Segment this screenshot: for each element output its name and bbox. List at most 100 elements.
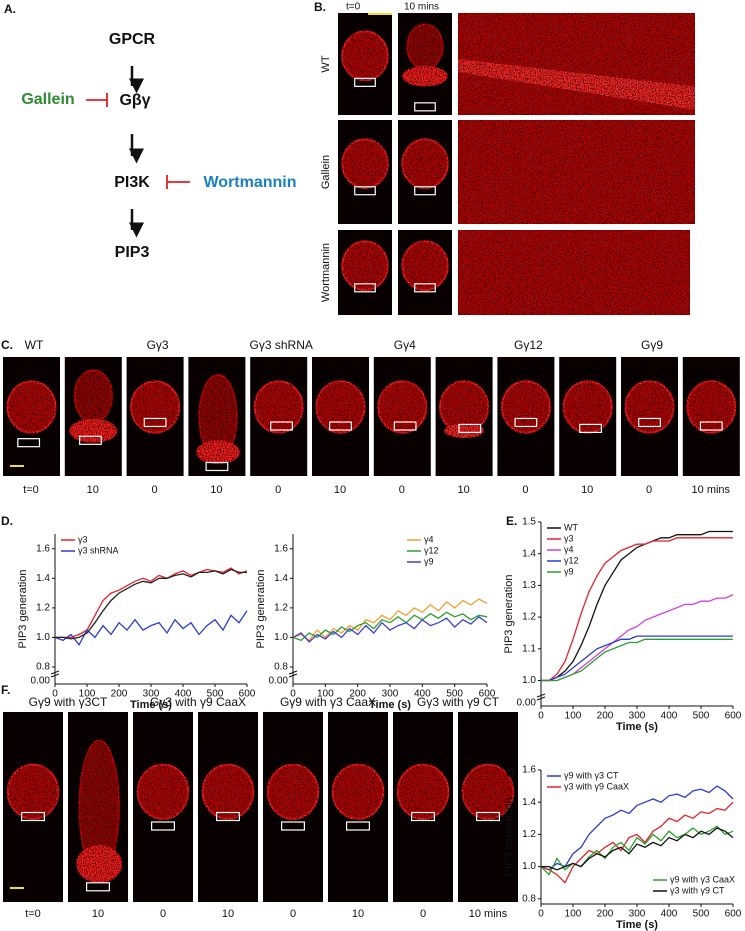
legend-label: γ4 xyxy=(424,534,434,544)
x-tick-label: 500 xyxy=(693,711,710,722)
axis-break xyxy=(536,693,546,701)
cell xyxy=(253,380,304,434)
legend-label: γ3 shRNA xyxy=(78,545,119,555)
row-label: Gallein xyxy=(320,155,332,189)
time-label: 10 xyxy=(334,484,346,496)
x-tick-label: 100 xyxy=(79,689,96,700)
y-tick-label: 1.4 xyxy=(36,573,50,584)
inhibitor: Wortmannin xyxy=(203,174,296,191)
cell xyxy=(331,763,385,820)
series-line xyxy=(292,615,488,643)
cell-body xyxy=(406,23,444,70)
roi-box xyxy=(21,811,45,822)
x-tick-label: 500 xyxy=(446,689,463,700)
cell xyxy=(396,763,450,820)
time-label: t=0 xyxy=(25,908,41,920)
row-label: Wortmannin xyxy=(320,243,332,302)
time-label: 10 xyxy=(210,484,222,496)
legend-label: γ3 with γ9 CT xyxy=(670,885,725,895)
roi-box xyxy=(699,421,723,431)
legend-label: γ9 with γ3 CT xyxy=(564,770,619,780)
y-tick-label: 1.2 xyxy=(522,612,536,623)
x-tick-label: 0 xyxy=(538,909,544,920)
kymograph xyxy=(458,120,695,224)
x-tick-label: 300 xyxy=(143,689,160,700)
y-axis-label: PIP3 generation xyxy=(17,570,29,649)
y-break-label: 0.00 xyxy=(31,676,51,687)
cell-body xyxy=(401,138,449,189)
roi-box xyxy=(414,186,436,196)
y-tick-label: 1.1 xyxy=(522,643,536,654)
cell-body xyxy=(253,380,304,434)
column-header: Gγ3 with γ9 CaaX xyxy=(150,695,246,709)
y-tick-label: 1.5 xyxy=(522,517,536,528)
x-axis-label: Time (s) xyxy=(369,699,411,711)
x-tick-label: 100 xyxy=(565,909,582,920)
cell-body xyxy=(6,380,57,434)
kymo-band xyxy=(458,58,695,110)
row-label: WT xyxy=(320,55,332,72)
roi-box xyxy=(414,102,436,112)
series-line xyxy=(541,530,733,682)
column-header: Gγ12 xyxy=(514,338,543,352)
legend-label: γ3 xyxy=(78,534,88,544)
y-tick-label: 1.0 xyxy=(36,632,50,643)
y-break-label: 0.00 xyxy=(269,676,289,687)
panel-label: C. xyxy=(1,338,13,352)
cell xyxy=(130,380,181,434)
legend-label: γ9 xyxy=(424,556,434,566)
series-line xyxy=(540,785,734,871)
cell-body xyxy=(331,763,385,820)
roi-box xyxy=(354,186,376,196)
y-tick-label: 1.0 xyxy=(274,632,288,643)
legend-label: γ12 xyxy=(424,545,439,555)
series-line xyxy=(55,567,248,639)
kymograph xyxy=(458,230,690,315)
node: GPCR xyxy=(109,31,156,48)
x-tick-label: 600 xyxy=(239,689,256,700)
cell xyxy=(341,138,389,189)
series-line xyxy=(541,635,733,682)
kymo-bg xyxy=(458,120,695,224)
roi-box xyxy=(329,421,352,431)
time-label: 0 xyxy=(152,484,158,496)
cell xyxy=(6,380,57,434)
cell xyxy=(402,23,448,87)
roi-box xyxy=(143,417,167,428)
y-tick-label: 1.4 xyxy=(522,797,536,808)
y-axis-label: PIP3 generation xyxy=(503,575,515,654)
time-label: 0 xyxy=(646,484,652,496)
x-tick-label: 0 xyxy=(52,689,58,700)
cell xyxy=(341,30,389,82)
series-line xyxy=(540,801,734,884)
cell-front xyxy=(69,418,118,443)
series-line xyxy=(541,827,734,871)
x-tick-label: 0 xyxy=(290,689,296,700)
cell xyxy=(315,380,366,434)
roi-box xyxy=(638,417,661,428)
cell-body xyxy=(624,380,675,434)
legend-label: γ9 with γ3 CaaX xyxy=(670,874,735,884)
column-header: WT xyxy=(25,338,44,352)
roi-box xyxy=(85,882,110,892)
cell xyxy=(500,380,551,434)
cell-body xyxy=(401,240,449,292)
time-label: t=0 xyxy=(23,484,39,496)
pathway: A. GPCR Gβγ PI3K PIP3 Gallein Wortmannin xyxy=(4,2,297,261)
time-label: 10 xyxy=(92,908,104,920)
time-label: 10 mins xyxy=(404,2,439,13)
series-line xyxy=(541,638,733,682)
time-label: 10 xyxy=(352,908,364,920)
cell xyxy=(341,240,389,292)
column-header: Gγ3 shRNA xyxy=(250,338,313,352)
roi-box xyxy=(579,423,602,433)
cell-front xyxy=(196,440,240,465)
column-header: Gγ4 xyxy=(394,338,416,352)
cell xyxy=(401,138,449,189)
cell-body xyxy=(341,138,389,189)
cell xyxy=(136,763,190,820)
x-tick-label: 400 xyxy=(661,909,678,920)
time-label: 10 xyxy=(87,484,99,496)
panel-label: D. xyxy=(1,514,13,528)
